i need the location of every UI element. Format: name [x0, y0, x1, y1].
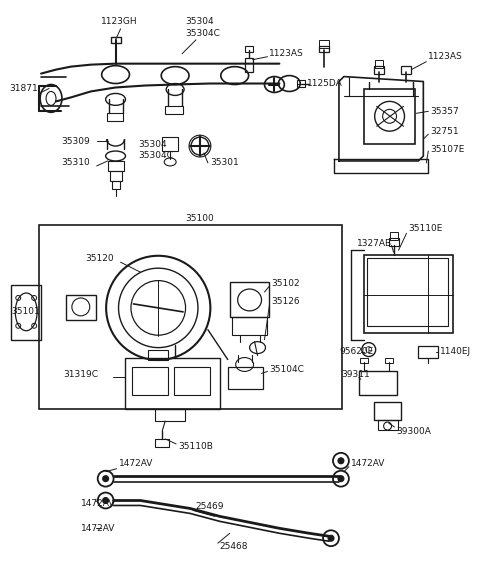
Bar [245, 46, 252, 52]
Bar [232, 317, 267, 335]
Text: 35120: 35120 [86, 254, 114, 263]
Text: 1472AV: 1472AV [81, 499, 115, 508]
Text: 35126: 35126 [271, 298, 300, 306]
Text: 35100: 35100 [185, 214, 214, 223]
Text: 95620E: 95620E [339, 347, 373, 356]
Bar [378, 420, 397, 430]
Text: 35357: 35357 [430, 107, 459, 116]
Bar [148, 350, 168, 360]
Bar [390, 233, 397, 240]
Text: 35101: 35101 [12, 308, 40, 316]
Bar [319, 46, 329, 52]
Bar [375, 60, 383, 67]
Text: 35304C: 35304C [138, 152, 173, 161]
Circle shape [103, 498, 108, 503]
Text: 35304: 35304 [138, 139, 167, 149]
Bar [230, 282, 269, 317]
Circle shape [328, 535, 334, 541]
Bar [359, 372, 396, 396]
Text: 25469: 25469 [195, 502, 224, 511]
Text: 31871: 31871 [9, 84, 38, 93]
Text: 1140EJ: 1140EJ [440, 347, 471, 356]
Bar [107, 113, 122, 121]
Bar [155, 409, 185, 421]
Bar [319, 40, 329, 48]
Bar [12, 285, 41, 340]
Bar [228, 367, 263, 389]
Bar [245, 57, 252, 71]
Bar [162, 137, 178, 151]
Text: 1125DA: 1125DA [307, 79, 343, 88]
Bar [39, 226, 342, 409]
Text: 35304C: 35304C [185, 29, 220, 38]
Bar [132, 367, 168, 396]
Text: 35310: 35310 [61, 158, 90, 168]
Text: 31319C: 31319C [63, 370, 98, 379]
Bar [125, 357, 220, 409]
Bar [66, 295, 96, 320]
Bar [110, 37, 120, 43]
Text: 32751: 32751 [430, 127, 459, 136]
Bar [108, 161, 123, 171]
Circle shape [338, 476, 344, 482]
Bar [401, 66, 411, 74]
Text: 35110B: 35110B [178, 442, 213, 451]
Circle shape [338, 458, 344, 464]
Bar [111, 181, 120, 189]
Text: 1123AS: 1123AS [269, 49, 304, 58]
Bar [374, 402, 401, 420]
Bar [384, 357, 393, 363]
Bar [109, 171, 121, 181]
Text: 35107E: 35107E [430, 145, 465, 154]
Bar [165, 106, 183, 114]
Bar [364, 255, 453, 333]
Text: 35102: 35102 [271, 278, 300, 288]
Bar [155, 439, 169, 447]
Text: 1472AV: 1472AV [119, 459, 153, 468]
Text: 35309: 35309 [61, 137, 90, 145]
Text: 35304: 35304 [185, 18, 214, 26]
Bar [419, 346, 438, 357]
Bar [174, 367, 210, 396]
Bar [360, 357, 368, 363]
Circle shape [103, 476, 108, 482]
Bar [297, 80, 305, 87]
Text: 1123GH: 1123GH [101, 18, 137, 26]
Text: 35110E: 35110E [408, 224, 443, 233]
Text: 1472AV: 1472AV [351, 459, 385, 468]
Bar [367, 258, 448, 326]
Text: 35301: 35301 [210, 158, 239, 168]
Bar [364, 90, 415, 144]
Bar [374, 66, 384, 74]
Text: 1327AB: 1327AB [357, 239, 392, 248]
Text: 1123AS: 1123AS [428, 52, 463, 61]
Bar [389, 239, 398, 246]
Text: 25468: 25468 [220, 541, 248, 551]
Text: 35104C: 35104C [269, 365, 304, 374]
Text: 39300A: 39300A [396, 427, 432, 435]
Text: 39311: 39311 [341, 370, 370, 379]
Text: 1472AV: 1472AV [81, 524, 115, 533]
